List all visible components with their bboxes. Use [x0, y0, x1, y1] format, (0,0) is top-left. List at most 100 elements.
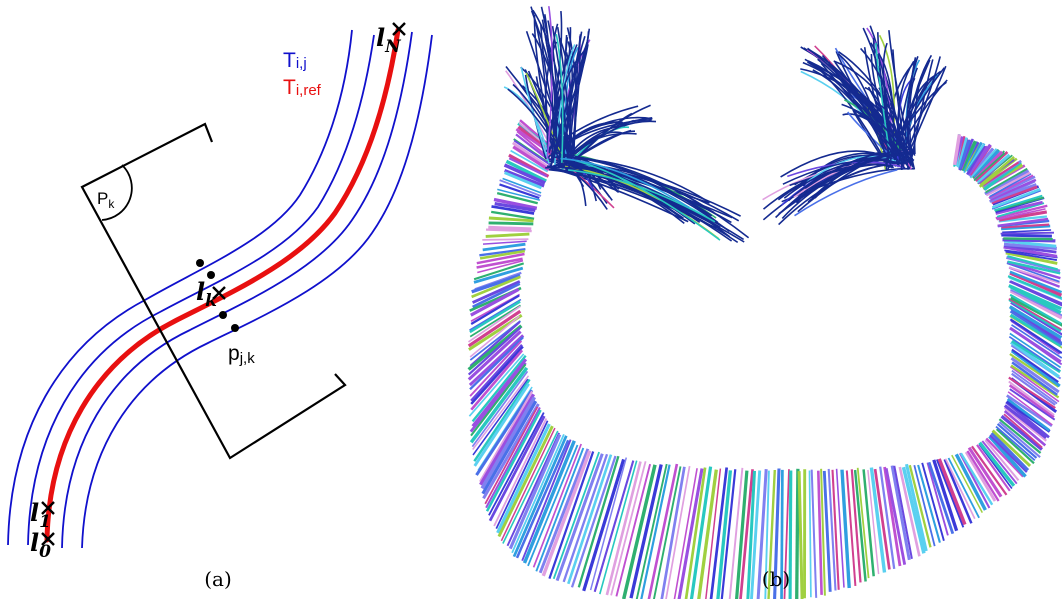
fiber-segment — [995, 425, 1036, 461]
fiber-segment — [1008, 384, 1055, 419]
fiber-segment — [470, 345, 524, 405]
fiber-segment — [470, 287, 520, 317]
reference-tract — [44, 27, 401, 543]
fiber-segment — [989, 172, 1032, 198]
fiber-segment — [1008, 298, 1062, 333]
fiber-segment — [927, 461, 955, 535]
fiber-segment — [497, 425, 554, 538]
fiber-segment — [522, 440, 576, 564]
fiber-segment — [850, 469, 862, 583]
fiber-segment — [482, 242, 526, 252]
fiber-segment — [959, 452, 994, 506]
fiber-strand — [762, 150, 915, 210]
fiber-segment — [535, 447, 585, 572]
fiber-segment — [985, 171, 1031, 197]
fiber-segment — [960, 140, 977, 172]
landmark-lk-label: lk — [196, 277, 217, 311]
intersection-point — [219, 311, 227, 319]
fiber-segment — [976, 444, 1011, 492]
fiber-segment — [1001, 224, 1051, 231]
fiber-segment — [856, 467, 870, 579]
fiber-segment — [472, 378, 529, 456]
fiber-segment — [1009, 280, 1062, 306]
fiber-segment — [471, 370, 529, 448]
fiber-segment — [976, 153, 1011, 184]
fiber-strand — [560, 157, 690, 209]
fiber-segment — [469, 300, 521, 334]
fiber-segment — [1008, 376, 1056, 409]
fiber-strand — [505, 70, 554, 151]
fiber-segment — [981, 440, 1018, 485]
fiber-segment — [879, 466, 896, 570]
tract-curve-2 — [27, 34, 375, 546]
fiber-segment — [1002, 238, 1056, 243]
fiber-segment — [982, 161, 1020, 186]
fiber-segment — [831, 469, 840, 590]
fiber-segment — [901, 466, 926, 554]
fiber-segment — [1010, 301, 1062, 336]
fiber-segment — [510, 149, 549, 173]
fiber-segment — [469, 321, 521, 367]
fiber-segment — [1007, 391, 1053, 426]
fiber-segment — [883, 466, 902, 567]
fiber-segment — [472, 280, 521, 304]
fiber-segment — [998, 418, 1042, 454]
fiber-segment — [1007, 275, 1062, 299]
fiber-strand — [811, 158, 888, 199]
fiber-segment — [1009, 365, 1060, 403]
fiber-segment — [467, 330, 522, 381]
fiber-segment — [629, 464, 663, 599]
fiber-segment — [473, 378, 531, 462]
panel-b: (b) — [467, 6, 1062, 599]
fiber-segment — [1010, 340, 1060, 379]
fiber-segment — [917, 464, 941, 543]
intersection-point — [207, 271, 215, 279]
fiber-segment — [1009, 353, 1060, 388]
fiber-segment — [635, 463, 668, 599]
panel-a: Pk lN lk l1 l0 pj,k — [7, 22, 433, 591]
fiber-segment — [567, 454, 613, 585]
fiber-segment — [947, 457, 980, 519]
fiber-segment — [820, 468, 826, 596]
legend-tiref: Ti,ref — [283, 76, 322, 99]
fiber-segment — [1011, 348, 1059, 383]
fiber-segment — [991, 429, 1032, 467]
fiber-segment — [890, 465, 911, 561]
fiber-segment — [469, 366, 529, 444]
fiber-segment — [468, 334, 525, 387]
fiber-segment — [1009, 326, 1062, 364]
fiber-segment — [615, 463, 652, 597]
fiber-segment — [979, 156, 1016, 187]
fiber-segment — [482, 240, 527, 245]
fiber-segment — [1005, 401, 1050, 439]
cross-lk — [212, 286, 226, 300]
fiber-segment — [493, 418, 548, 527]
fiber-segment — [884, 468, 907, 565]
plane-label: Pk — [97, 189, 115, 211]
fiber-segment — [1000, 231, 1055, 235]
fiber-strand — [574, 159, 721, 241]
fiber-segment — [469, 298, 522, 331]
fiber-segment — [904, 463, 928, 552]
fiber-segment — [599, 460, 638, 595]
fiber-segment — [473, 383, 530, 467]
fiber-segment — [998, 210, 1048, 222]
fiber-segment — [921, 462, 945, 541]
fiber-segment — [966, 145, 986, 176]
fiber-segment — [504, 171, 542, 190]
landmark-crosses — [41, 22, 406, 546]
fiber-segment — [491, 210, 535, 220]
fiber-segment — [488, 412, 545, 516]
fiber-segment — [996, 423, 1038, 459]
fiber-segment — [739, 469, 754, 599]
fiber-segment — [527, 444, 579, 567]
fiber-segment — [956, 137, 968, 168]
fiber-segment — [991, 188, 1041, 209]
fiber-strand — [561, 160, 731, 238]
fiber-segment — [673, 468, 698, 599]
fiber-segment — [621, 464, 657, 599]
fiber-segment — [1003, 239, 1057, 248]
fiber-segment — [660, 466, 686, 599]
fiber-strand — [568, 169, 716, 223]
fiber-segment — [552, 451, 600, 580]
